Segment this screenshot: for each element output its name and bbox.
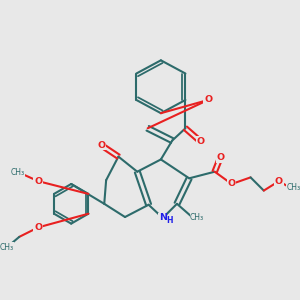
Text: O: O: [204, 95, 212, 104]
Text: O: O: [34, 223, 42, 232]
Text: CH₃: CH₃: [0, 243, 14, 252]
Text: O: O: [275, 177, 283, 186]
Text: H: H: [167, 216, 173, 225]
Text: O: O: [34, 177, 42, 186]
Text: O: O: [97, 141, 106, 150]
Text: CH₃: CH₃: [11, 168, 25, 177]
Text: CH₃: CH₃: [286, 183, 300, 192]
Text: N: N: [159, 214, 167, 223]
Text: O: O: [216, 153, 224, 162]
Text: O: O: [228, 179, 236, 188]
Text: O: O: [196, 137, 205, 146]
Text: CH₃: CH₃: [190, 212, 204, 221]
